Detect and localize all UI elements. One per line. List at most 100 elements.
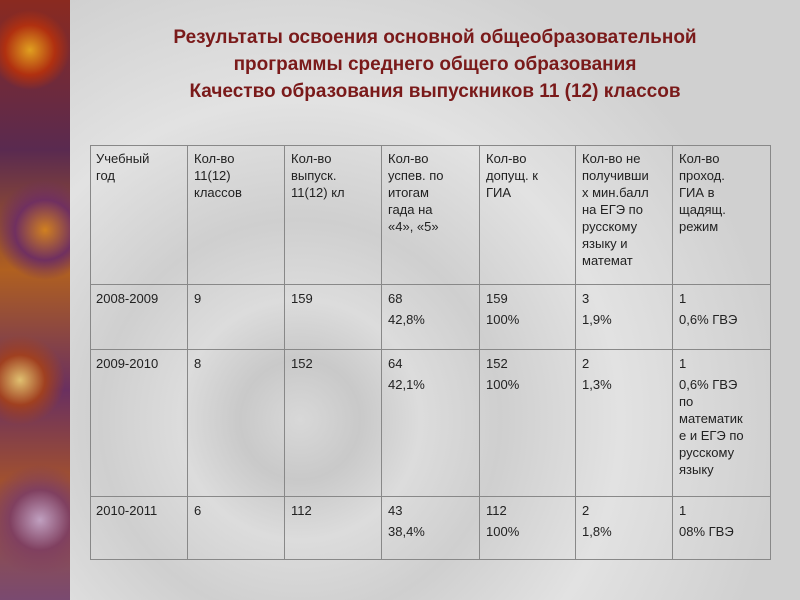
cell-line: 42,8% — [388, 312, 425, 327]
cell-line: по — [679, 394, 694, 409]
cell-line: 112 — [486, 503, 507, 518]
cell-line: Кол-во — [388, 151, 429, 166]
slide-title: Результаты освоения основной общеобразов… — [70, 24, 800, 105]
cell-line: 6 — [194, 503, 202, 518]
cell-line: 08% ГВЭ — [679, 524, 734, 539]
cell-line: 2010-2011 — [96, 503, 158, 518]
cell-line: 43 — [388, 503, 403, 518]
cell-line: Кол-во — [291, 151, 332, 166]
table-cell: 43 38,4% — [382, 497, 480, 560]
table-cell: 112 — [285, 497, 382, 560]
cell-line: получивши — [582, 168, 649, 183]
cell-line: 159 — [291, 291, 313, 306]
table-cell: 152 100% — [480, 350, 576, 497]
cell-line: 1,8% — [582, 524, 612, 539]
cell-line: 1 — [679, 356, 687, 371]
header-cell: Учебный год — [90, 145, 188, 285]
cell-line: математик — [679, 411, 743, 426]
table-cell: 1 0,6% ГВЭ по математик е и ЕГЭ по русскому яз… — [673, 350, 771, 497]
cell-line: 1,3% — [582, 377, 612, 392]
cell-line: выпуск. — [291, 168, 337, 183]
cell-line: 8 — [194, 356, 202, 371]
cell-line: 3 — [582, 291, 590, 306]
cell-line: 68 — [388, 291, 403, 306]
cell-line: Кол-во не — [582, 151, 641, 166]
table-cell: 9 — [188, 285, 285, 350]
cell-line: 1,9% — [582, 312, 612, 327]
title-line: программы среднего общего образования — [233, 54, 637, 75]
table-cell: 64 42,1% — [382, 350, 480, 497]
cell-line: русскому — [582, 219, 638, 234]
cell-line: ГИА — [486, 185, 512, 200]
table-cell: 2 1,8% — [576, 497, 673, 560]
cell-line: 0,6% ГВЭ — [679, 312, 738, 327]
header-cell: Кол-во выпуск. 11(12) кл — [285, 145, 382, 285]
header-cell: Кол-во проход. ГИА в щадящ. режим — [673, 145, 771, 285]
header-cell: Кол-во успев. по итогам гада на «4», «5» — [382, 145, 480, 285]
table-cell: 112 100% — [480, 497, 576, 560]
title-line: Результаты освоения основной общеобразов… — [173, 27, 697, 48]
decorative-strip — [0, 0, 70, 600]
cell-line: 112 — [291, 503, 312, 518]
cell-line: Кол-во — [679, 151, 720, 166]
cell-line: год — [96, 168, 115, 183]
cell-line: проход. — [679, 168, 725, 183]
table-cell: 159 — [285, 285, 382, 350]
table: Учебный год Кол-во 11(12) классов Кол-во выпус… — [90, 145, 771, 560]
table-cell: 2010-2011 — [90, 497, 188, 560]
title-line: Качество образования выпускников 11 (12)… — [189, 81, 681, 102]
cell-line: 2009-2010 — [96, 356, 159, 371]
cell-line: успев. по — [388, 168, 444, 183]
table-cell: 2009-2010 — [90, 350, 188, 497]
table-cell: 2008-2009 — [90, 285, 188, 350]
cell-line: Кол-во — [194, 151, 235, 166]
cell-line: допущ. к — [486, 168, 538, 183]
table-cell: 1 0,6% ГВЭ — [673, 285, 771, 350]
header-cell: Кол-во допущ. к ГИА — [480, 145, 576, 285]
cell-line: режим — [679, 219, 719, 234]
cell-line: русскому — [679, 445, 735, 460]
cell-line: 152 — [291, 356, 313, 371]
cell-line: 100% — [486, 377, 520, 392]
cell-line: 38,4% — [388, 524, 425, 539]
cell-line: 100% — [486, 524, 520, 539]
table-cell: 6 — [188, 497, 285, 560]
cell-line: е и ЕГЭ по — [679, 428, 744, 443]
cell-line: языку — [679, 462, 714, 477]
cell-line: «4», «5» — [388, 219, 439, 234]
table-cell: 3 1,9% — [576, 285, 673, 350]
cell-line: 1 — [679, 503, 687, 518]
header-cell: Кол-во не получивши х мин.балл на ЕГЭ по рус… — [576, 145, 673, 285]
cell-line: Учебный — [96, 151, 150, 166]
header-cell: Кол-во 11(12) классов — [188, 145, 285, 285]
cell-line: 0,6% ГВЭ — [679, 377, 738, 392]
cell-line: математ — [582, 253, 633, 268]
cell-line: на ЕГЭ по — [582, 202, 643, 217]
cell-line: 64 — [388, 356, 403, 371]
table-cell: 2 1,3% — [576, 350, 673, 497]
cell-line: 1 — [679, 291, 687, 306]
cell-line: 159 — [486, 291, 508, 306]
cell-line: щадящ. — [679, 202, 726, 217]
table-cell: 152 — [285, 350, 382, 497]
table-cell: 159 100% — [480, 285, 576, 350]
cell-line: Кол-во — [486, 151, 527, 166]
table-cell: 68 42,8% — [382, 285, 480, 350]
cell-line: языку и — [582, 236, 628, 251]
cell-line: 11(12) кл — [291, 185, 345, 200]
cell-line: 152 — [486, 356, 508, 371]
cell-line: гада на — [388, 202, 433, 217]
cell-line: х мин.балл — [582, 185, 649, 200]
cell-line: итогам — [388, 185, 429, 200]
cell-line: ГИА в — [679, 185, 715, 200]
cell-line: классов — [194, 185, 242, 200]
table-cell: 8 — [188, 350, 285, 497]
cell-line: 11(12) — [194, 168, 231, 183]
cell-line: 2 — [582, 503, 590, 518]
cell-line: 9 — [194, 291, 202, 306]
cell-line: 2008-2009 — [96, 291, 159, 306]
table-cell: 1 08% ГВЭ — [673, 497, 771, 560]
cell-line: 2 — [582, 356, 590, 371]
cell-line: 42,1% — [388, 377, 425, 392]
